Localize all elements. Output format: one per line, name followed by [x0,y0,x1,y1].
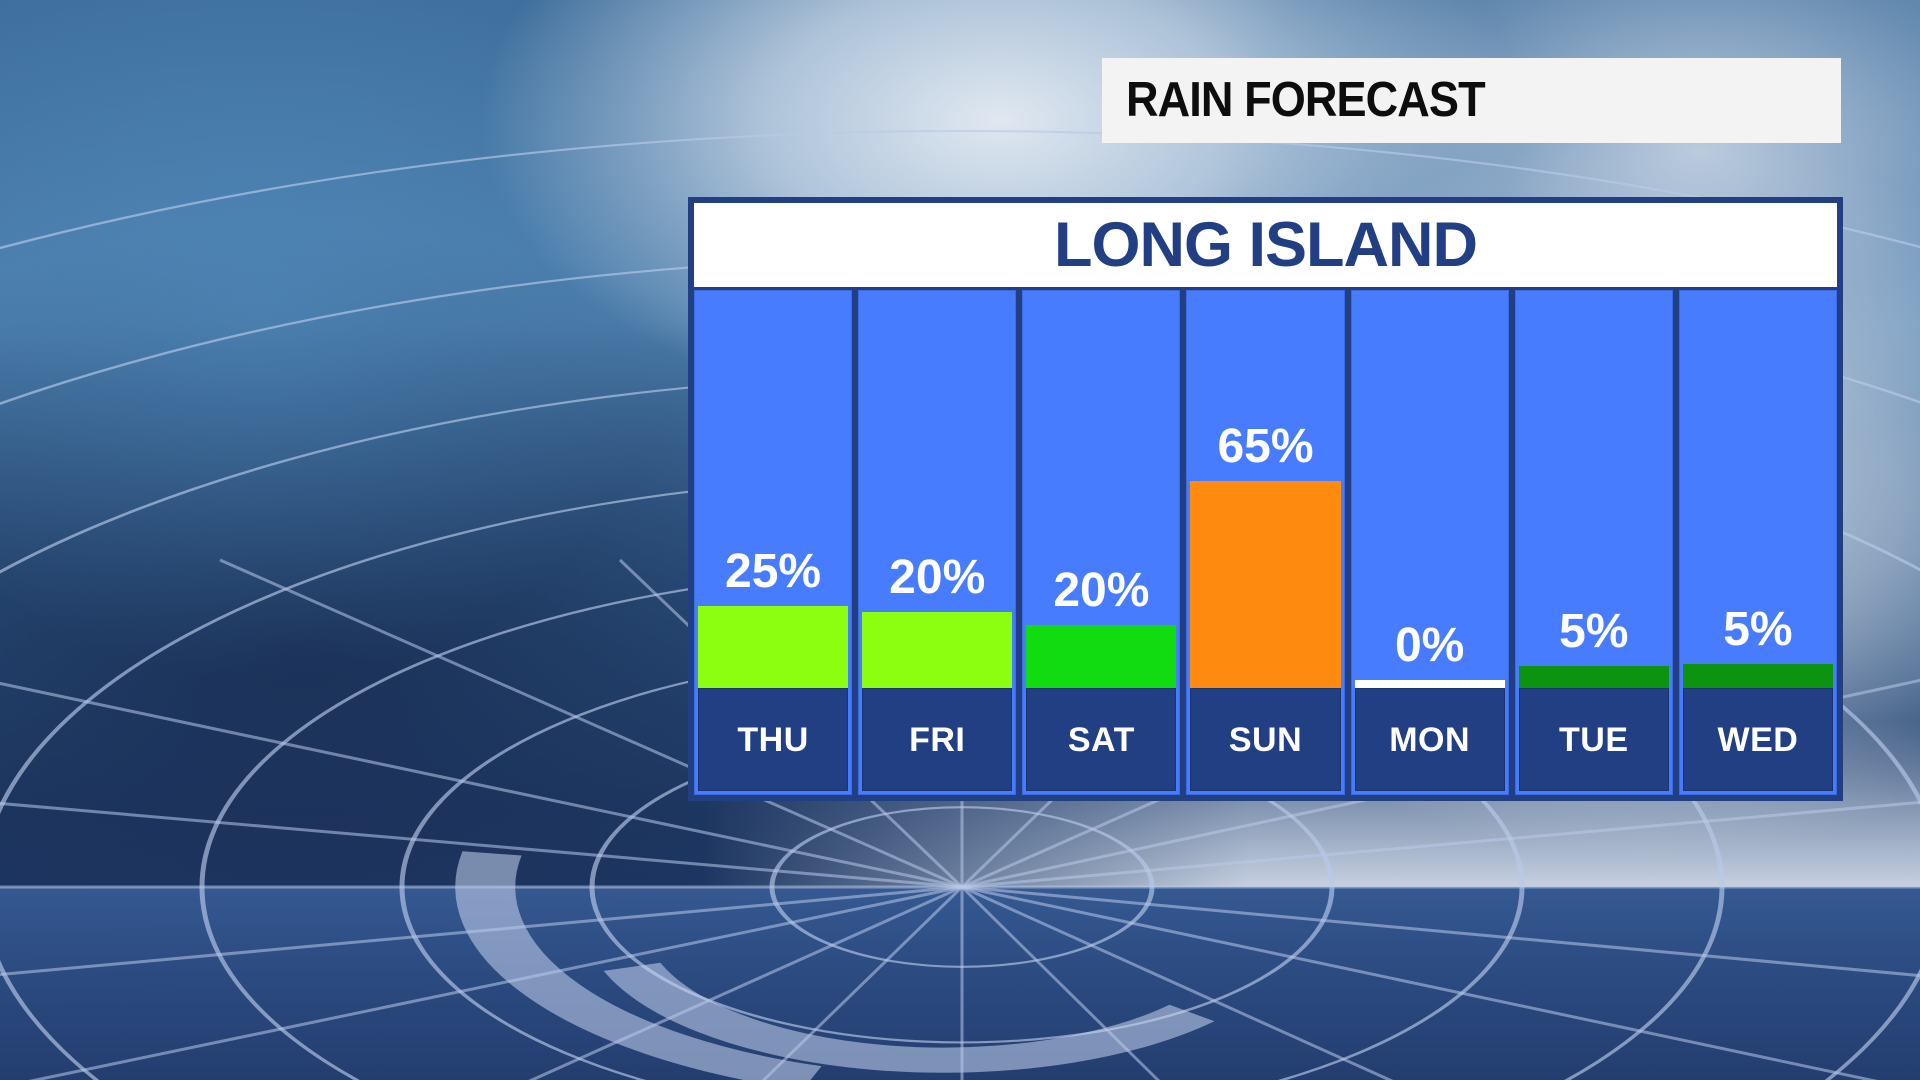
rain-percent-label: 65% [1217,420,1314,473]
day-label: TUE [1559,720,1629,759]
rain-percent-label: 0% [1394,619,1465,672]
bar-area: 65% [1190,291,1341,688]
day-column-sun: 65% SUN [1186,290,1345,795]
day-label: SUN [1228,720,1303,759]
day-label: FRI [909,720,966,759]
rain-bar [1190,481,1341,688]
day-label-box: SAT [1026,688,1177,791]
rain-percent-label: 20% [1053,564,1150,617]
rain-percent-label: 5% [1723,603,1793,656]
rain-bar [862,612,1013,688]
rain-percent-label: 20% [889,551,986,604]
day-column-tue: 5% TUE [1514,290,1673,795]
day-label-box: FRI [862,688,1013,791]
rain-percent-label: 25% [725,545,822,598]
day-label: SAT [1067,720,1135,759]
rain-forecast-header: RAIN FORECAST [1102,58,1841,143]
day-label-box: SUN [1190,688,1341,791]
ground-plane [0,887,1920,1080]
day-column-sat: 20% SAT [1022,290,1181,795]
day-label-box: MON [1354,688,1505,791]
day-label: WED [1717,720,1799,759]
bar-area: 20% [862,291,1013,688]
rain-bar [1682,664,1833,688]
day-column-fri: 20% FRI [858,290,1017,795]
rain-bar [1026,625,1177,688]
day-label: MON [1389,720,1471,759]
bar-area: 5% [1518,291,1669,688]
bar-area: 25% [698,291,849,688]
day-label-box: TUE [1518,688,1669,791]
rain-percent-label: 5% [1559,605,1629,658]
bar-area: 20% [1026,291,1177,688]
day-column-thu: 25% THU [694,290,853,795]
day-column-wed: 5% WED [1678,290,1837,795]
day-columns: 25% THU 20% FRI 20% SAT 65% SUN [694,290,1837,795]
bar-area: 5% [1682,291,1833,688]
day-label-box: WED [1682,688,1833,791]
location-title-box: LONG ISLAND [694,203,1837,287]
rain-chance-chart-panel: LONG ISLAND 25% THU 20% FRI 20% SAT 65% [688,197,1843,801]
rain-bar [698,606,849,688]
rain-bar [1518,666,1669,688]
day-label-box: THU [698,688,849,791]
day-column-mon: 0% MON [1350,290,1509,795]
location-title: LONG ISLAND [1054,209,1478,280]
bar-area: 0% [1354,291,1505,688]
rain-bar [1354,680,1505,688]
header-title: RAIN FORECAST [1126,73,1486,127]
day-label: THU [737,720,809,759]
